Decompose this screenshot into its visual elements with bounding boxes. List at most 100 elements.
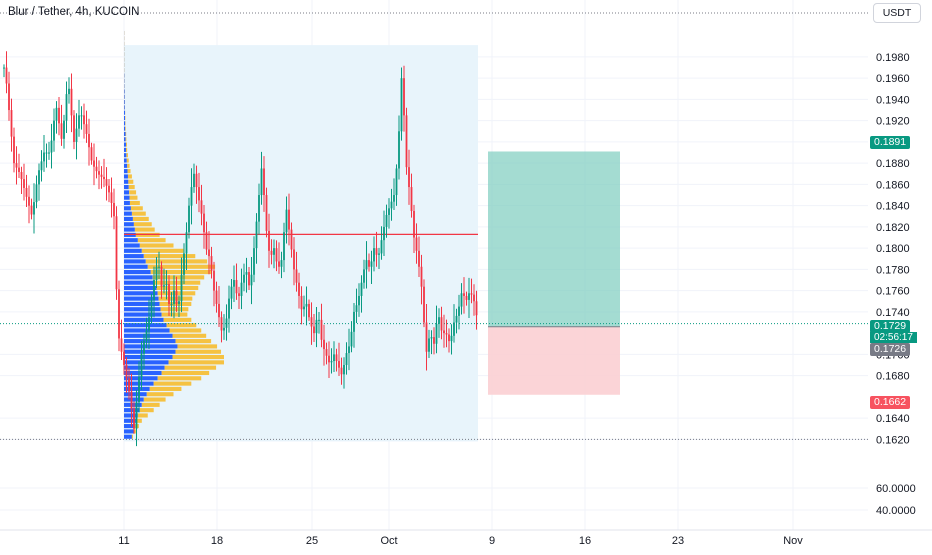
volume-profile-bar-up	[124, 360, 169, 364]
candle-body	[278, 261, 280, 266]
symbol-title[interactable]: Blur / Tether, 4h, KUCOIN	[8, 6, 139, 18]
time-axis-label: Nov	[783, 535, 803, 547]
candle-body	[226, 319, 228, 328]
candle-body	[176, 291, 178, 304]
candle-body	[166, 284, 168, 285]
candle-body	[243, 275, 245, 283]
price-scale-label: 0.1960	[876, 73, 910, 85]
candle-body	[118, 289, 120, 338]
candle-body	[326, 349, 328, 356]
candle-body	[353, 312, 355, 332]
volume-profile-bar-down	[150, 387, 182, 391]
candle-body	[266, 195, 268, 231]
time-axis-label: 18	[211, 535, 223, 547]
volume-profile-bar-up	[124, 180, 128, 184]
candle-body	[296, 269, 298, 282]
volume-profile-bar-up	[124, 355, 173, 359]
candle-body	[38, 170, 40, 184]
candle-body	[241, 283, 243, 296]
volume-profile-bar-down	[128, 174, 132, 178]
volume-profile-bar-up	[124, 222, 134, 226]
volume-profile-bar-up	[124, 312, 162, 316]
candle-body	[391, 202, 393, 209]
candle-body	[443, 330, 445, 333]
candle-body	[111, 192, 113, 203]
candle-body	[363, 269, 365, 282]
volume-profile-bar-down	[126, 137, 127, 141]
volume-profile-bar-up	[124, 307, 161, 311]
candle-body	[43, 153, 45, 162]
candle-body	[303, 307, 305, 310]
volume-profile-bar-up	[124, 392, 147, 396]
candle-body	[13, 137, 15, 164]
candle-body	[466, 296, 468, 300]
candle-body	[156, 267, 158, 280]
candle-body	[416, 238, 418, 251]
volume-profile-bar-down	[132, 212, 146, 216]
volume-profile-bar-down	[164, 318, 192, 322]
candle-body	[233, 280, 235, 287]
candle-body	[463, 293, 465, 296]
candle-body	[16, 163, 18, 167]
candle-body	[101, 175, 103, 177]
volume-profile-bar-up	[124, 318, 164, 322]
candle-body	[253, 248, 255, 275]
candle-body	[283, 232, 285, 260]
candle-body	[71, 89, 73, 116]
currency-button[interactable]: USDT	[873, 3, 921, 23]
candle-body	[221, 317, 223, 330]
candle-body	[373, 248, 375, 261]
volume-profile-bar-up	[124, 164, 127, 168]
candle-body	[271, 251, 273, 255]
candle-body	[206, 232, 208, 249]
candle-body	[103, 177, 105, 179]
volume-profile-bar-down	[130, 196, 138, 200]
volume-profile-bar-up	[124, 334, 173, 338]
candle-body	[268, 231, 270, 251]
volume-profile-bar-up	[124, 259, 146, 263]
volume-profile-bar-down	[129, 190, 136, 194]
volume-profile-bar-up	[124, 397, 144, 401]
candle-body	[91, 147, 93, 160]
candle-body	[201, 200, 203, 213]
volume-profile-bar-down	[173, 355, 224, 359]
volume-profile-bar-up	[124, 371, 162, 375]
time-axis-label: 11	[118, 535, 129, 547]
price-scale-label: 0.1920	[876, 116, 910, 128]
volume-profile-bar-down	[133, 217, 149, 221]
volume-profile-bar-down	[126, 153, 128, 157]
candle-body	[346, 353, 348, 365]
candle-body	[356, 305, 358, 312]
volume-profile-bar-down	[165, 366, 216, 370]
candle-body	[78, 115, 80, 128]
volume-profile-bar-up	[124, 95, 125, 99]
volume-profile-bar-up	[124, 100, 125, 104]
candle-body	[236, 280, 238, 293]
candle-body	[223, 328, 225, 331]
volume-profile-bar-down	[128, 180, 133, 184]
volume-profile-bar-down	[147, 392, 174, 396]
volume-profile-bar-up	[124, 143, 126, 147]
candle-body	[396, 168, 398, 195]
candle-body	[88, 134, 90, 147]
volume-profile-bar-up	[124, 127, 125, 131]
candle-body	[393, 195, 395, 202]
candle-body	[116, 216, 118, 289]
candle-body	[181, 275, 183, 302]
candle-body	[366, 260, 368, 269]
candle-body	[328, 356, 330, 363]
candle-body	[191, 187, 193, 206]
position-entry-price-tag: 0.1726	[870, 343, 910, 356]
candle-body	[53, 121, 55, 141]
volume-profile-bar-down	[144, 397, 166, 401]
volume-profile-bar-down	[131, 206, 143, 210]
volume-profile-bar-down	[142, 249, 184, 253]
candle-body	[8, 83, 10, 110]
volume-profile-bar-down	[138, 413, 148, 417]
volume-profile-bar-up	[124, 89, 125, 93]
volume-profile-bar-down	[134, 222, 152, 226]
candle-body	[423, 287, 425, 323]
candle-body	[398, 131, 400, 168]
